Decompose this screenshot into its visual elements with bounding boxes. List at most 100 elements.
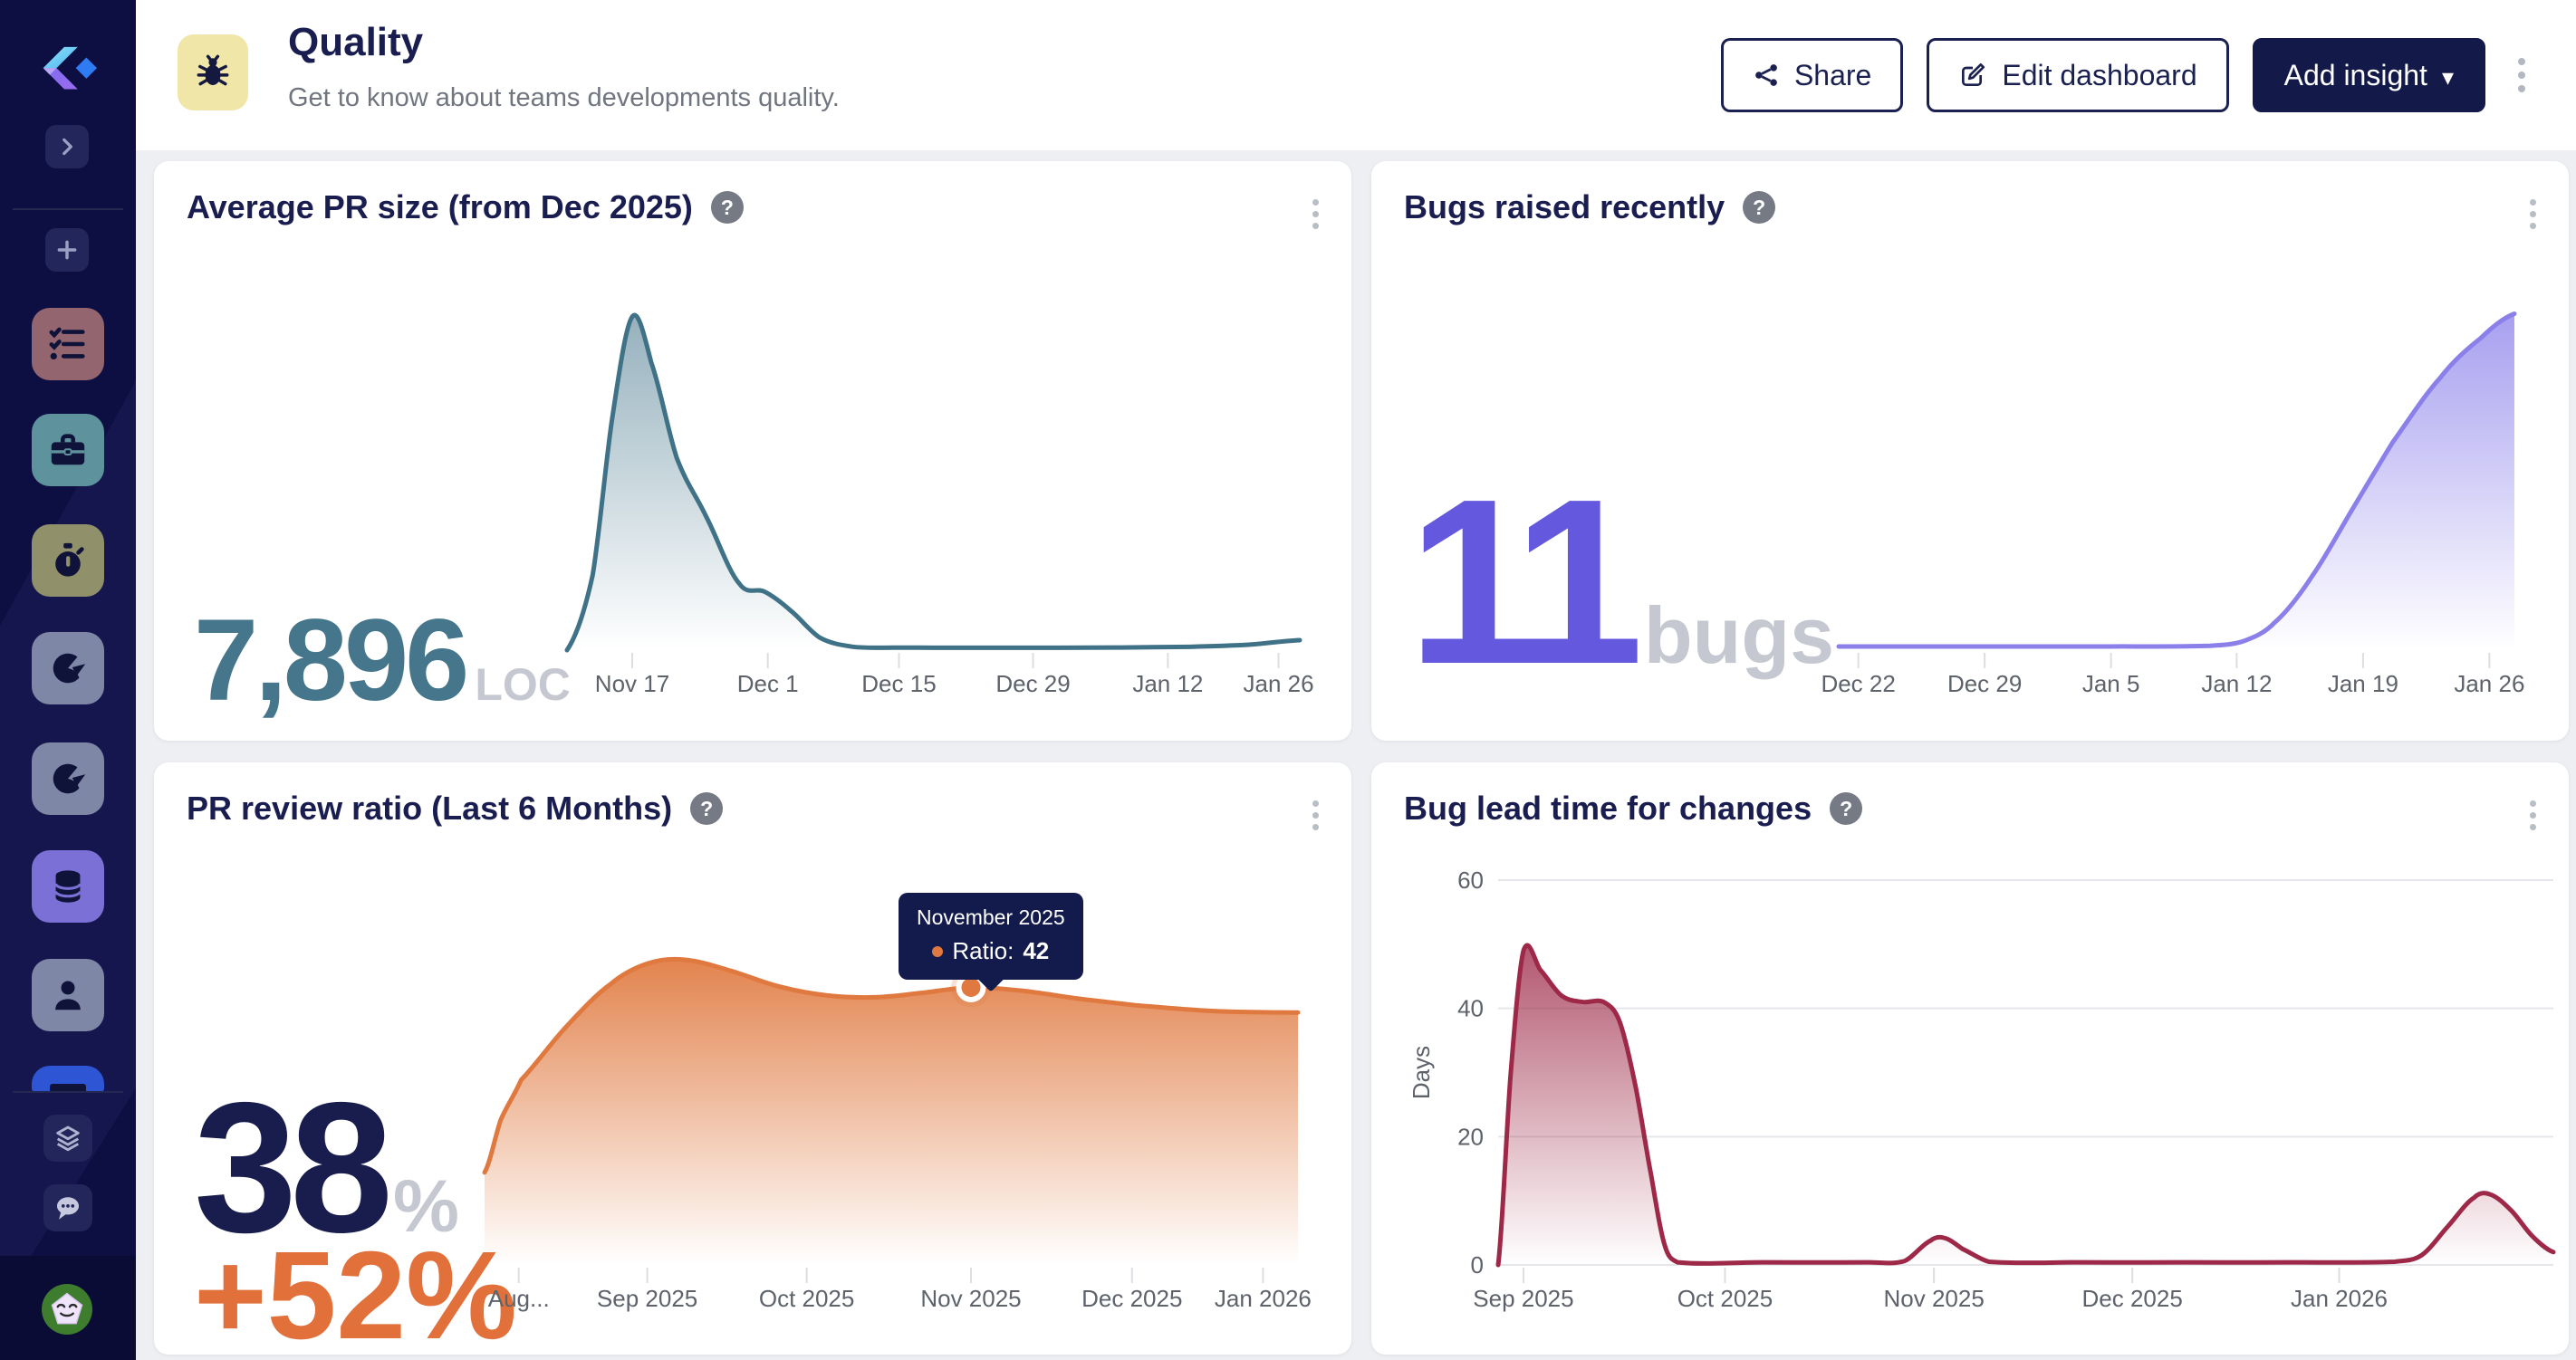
svg-text:Dec 29: Dec 29 bbox=[1947, 670, 2022, 697]
card-bug-lead-time: Bug lead time for changes ? 0 20 40 60 Days S… bbox=[1371, 762, 2569, 1355]
layers-icon bbox=[56, 1125, 80, 1152]
sidebar-item-reports[interactable] bbox=[32, 632, 104, 704]
task-list-icon bbox=[49, 327, 85, 360]
svg-text:Jan 12: Jan 12 bbox=[2201, 670, 2272, 697]
sidebar-divider bbox=[13, 1091, 123, 1093]
plus-icon bbox=[57, 240, 77, 260]
card-bugs-raised: Bugs raised recently ? 11 bugs Dec 22 Dec… bbox=[1371, 161, 2569, 741]
pie-chart-icon bbox=[53, 763, 86, 794]
sidebar-item-people[interactable] bbox=[32, 959, 104, 1031]
area-chart-bugs-raised[interactable]: Dec 22 Dec 29 Jan 5 Jan 12 Jan 19 Jan 26 bbox=[1806, 288, 2531, 714]
sidebar-collapse-button[interactable] bbox=[45, 125, 89, 168]
add-insight-button[interactable]: Add insight ▾ bbox=[2252, 38, 2485, 112]
tooltip-label: Ratio: bbox=[952, 937, 1014, 964]
chevron-right-icon bbox=[62, 138, 72, 156]
headline-delta: +52% bbox=[194, 1226, 517, 1360]
svg-text:Aug...: Aug... bbox=[488, 1285, 550, 1312]
svg-text:0: 0 bbox=[1471, 1251, 1484, 1279]
help-icon[interactable]: ? bbox=[690, 792, 724, 825]
svg-text:Dec 29: Dec 29 bbox=[995, 670, 1070, 697]
caret-down-icon: ▾ bbox=[2441, 62, 2454, 91]
card-kebab-menu-icon[interactable] bbox=[1303, 795, 1328, 836]
edit-dashboard-label: Edit dashboard bbox=[2002, 58, 2197, 91]
page-title: Quality bbox=[288, 20, 424, 64]
svg-text:Days: Days bbox=[1408, 1046, 1435, 1099]
sidebar-item-clipped[interactable] bbox=[32, 1066, 104, 1092]
sidebar-item-integrations[interactable] bbox=[43, 1115, 92, 1162]
stopwatch-icon bbox=[55, 542, 84, 577]
svg-text:Jan 5: Jan 5 bbox=[2082, 670, 2140, 697]
svg-text:Jan 2026: Jan 2026 bbox=[1215, 1285, 1312, 1312]
clipped-glyph bbox=[50, 1084, 86, 1092]
chat-bubble-icon bbox=[56, 1197, 80, 1220]
area-chart-avg-pr-size[interactable]: Nov 17 Dec 1 Dec 15 Dec 29 Jan 12 Jan 26 bbox=[543, 288, 1322, 714]
card-title: Average PR size (from Dec 2025) bbox=[187, 188, 693, 225]
sidebar bbox=[0, 0, 136, 1360]
sidebar-item-insights[interactable] bbox=[32, 742, 104, 815]
mascot-face-icon bbox=[51, 1292, 83, 1325]
headline-value: 11 bugs bbox=[1408, 451, 1835, 714]
area-chart-bug-lead-time[interactable]: 0 20 40 60 Days Sep 2025 Oct 2025 Nov 2025 Dec 2… bbox=[1408, 840, 2567, 1347]
svg-text:Jan 26: Jan 26 bbox=[1244, 670, 1314, 697]
sidebar-add-button[interactable] bbox=[45, 228, 89, 272]
tooltip-title: November 2025 bbox=[917, 905, 1065, 929]
header-actions: Share Edit dashboard Add insight ▾ bbox=[1720, 38, 2534, 112]
svg-text:Dec 22: Dec 22 bbox=[1821, 670, 1895, 697]
area-chart-pr-review-ratio[interactable]: Aug... Sep 2025 Oct 2025 Nov 2025 Dec 2025 Ja… bbox=[471, 898, 1331, 1351]
chart-tooltip: November 2025 Ratio: 42 bbox=[899, 893, 1083, 980]
card-pr-review-ratio: PR review ratio (Last 6 Months) ? 38 % +… bbox=[154, 762, 1351, 1360]
bug-icon bbox=[197, 54, 229, 86]
pie-chart-icon bbox=[53, 653, 86, 684]
page-header: Quality Get to know about teams developm… bbox=[136, 0, 2576, 150]
edit-icon bbox=[1962, 62, 1985, 86]
help-icon[interactable]: ? bbox=[710, 191, 744, 224]
sidebar-item-projects[interactable] bbox=[32, 414, 104, 486]
edit-dashboard-button[interactable]: Edit dashboard bbox=[1927, 38, 2229, 112]
card-title: PR review ratio (Last 6 Months) bbox=[187, 790, 673, 827]
sidebar-item-chat[interactable] bbox=[43, 1184, 92, 1231]
svg-text:20: 20 bbox=[1457, 1123, 1484, 1150]
help-icon[interactable]: ? bbox=[1743, 191, 1776, 224]
headline-value: 38 % bbox=[194, 1064, 459, 1271]
svg-text:Jan 26: Jan 26 bbox=[2454, 670, 2524, 697]
briefcase-icon bbox=[51, 434, 85, 465]
card-kebab-menu-icon[interactable] bbox=[1303, 194, 1328, 235]
svg-text:Nov 2025: Nov 2025 bbox=[920, 1285, 1021, 1312]
headline-value: 7,896 LOC bbox=[194, 596, 571, 725]
sidebar-item-cycle-time[interactable] bbox=[32, 524, 104, 597]
svg-text:Jan 12: Jan 12 bbox=[1132, 670, 1203, 697]
user-icon bbox=[55, 981, 81, 1010]
svg-text:Nov 2025: Nov 2025 bbox=[1883, 1285, 1984, 1312]
svg-text:Jan 2026: Jan 2026 bbox=[2291, 1285, 2388, 1312]
svg-text:Dec 15: Dec 15 bbox=[861, 670, 936, 697]
series-dot-icon bbox=[932, 945, 944, 957]
card-title: Bug lead time for changes bbox=[1404, 790, 1812, 827]
sidebar-item-data[interactable] bbox=[32, 850, 104, 923]
card-title: Bugs raised recently bbox=[1404, 188, 1725, 225]
user-avatar[interactable] bbox=[42, 1284, 92, 1335]
share-icon bbox=[1755, 64, 1777, 86]
header-kebab-menu-icon[interactable] bbox=[2509, 53, 2534, 98]
svg-text:Dec 1: Dec 1 bbox=[737, 670, 799, 697]
page-subtitle: Get to know about teams developments qua… bbox=[288, 83, 840, 112]
card-kebab-menu-icon[interactable] bbox=[2521, 795, 2545, 836]
app-logo-icon bbox=[34, 36, 97, 99]
card-avg-pr-size: Average PR size (from Dec 2025) ? 7,896 … bbox=[154, 161, 1351, 741]
share-button[interactable]: Share bbox=[1720, 38, 1904, 112]
sidebar-item-tasks[interactable] bbox=[32, 308, 104, 380]
svg-text:Oct 2025: Oct 2025 bbox=[1677, 1285, 1773, 1312]
svg-text:Dec 2025: Dec 2025 bbox=[1081, 1285, 1182, 1312]
help-icon[interactable]: ? bbox=[1830, 792, 1863, 825]
card-kebab-menu-icon[interactable] bbox=[2521, 194, 2545, 235]
add-insight-label: Add insight bbox=[2283, 58, 2427, 91]
svg-text:Sep 2025: Sep 2025 bbox=[1473, 1285, 1573, 1312]
svg-text:Sep 2025: Sep 2025 bbox=[597, 1285, 697, 1312]
svg-text:Dec 2025: Dec 2025 bbox=[2082, 1285, 2183, 1312]
database-icon bbox=[54, 870, 82, 903]
sidebar-divider bbox=[13, 208, 123, 210]
tooltip-value: 42 bbox=[1023, 937, 1050, 964]
dashboard-icon-tile bbox=[178, 34, 248, 110]
svg-text:40: 40 bbox=[1457, 995, 1484, 1022]
share-button-label: Share bbox=[1793, 58, 1872, 91]
svg-text:60: 60 bbox=[1457, 867, 1484, 894]
